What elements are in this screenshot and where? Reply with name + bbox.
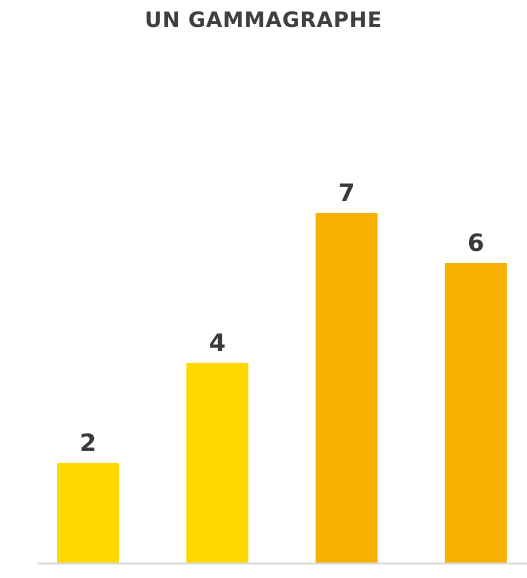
bar-1 xyxy=(57,463,119,563)
chart-title: UN GAMMAGRAPHE xyxy=(144,8,383,32)
data-label-3: 7 xyxy=(338,179,355,207)
data-label-1: 2 xyxy=(80,429,97,457)
bar-3 xyxy=(315,213,378,563)
data-label-4: 6 xyxy=(468,229,485,257)
value-labels-group: 2 4 7 6 xyxy=(80,179,485,457)
bar-4 xyxy=(444,263,507,563)
bars-group xyxy=(57,213,507,563)
data-label-2: 4 xyxy=(209,329,226,357)
bar-2 xyxy=(186,363,249,563)
